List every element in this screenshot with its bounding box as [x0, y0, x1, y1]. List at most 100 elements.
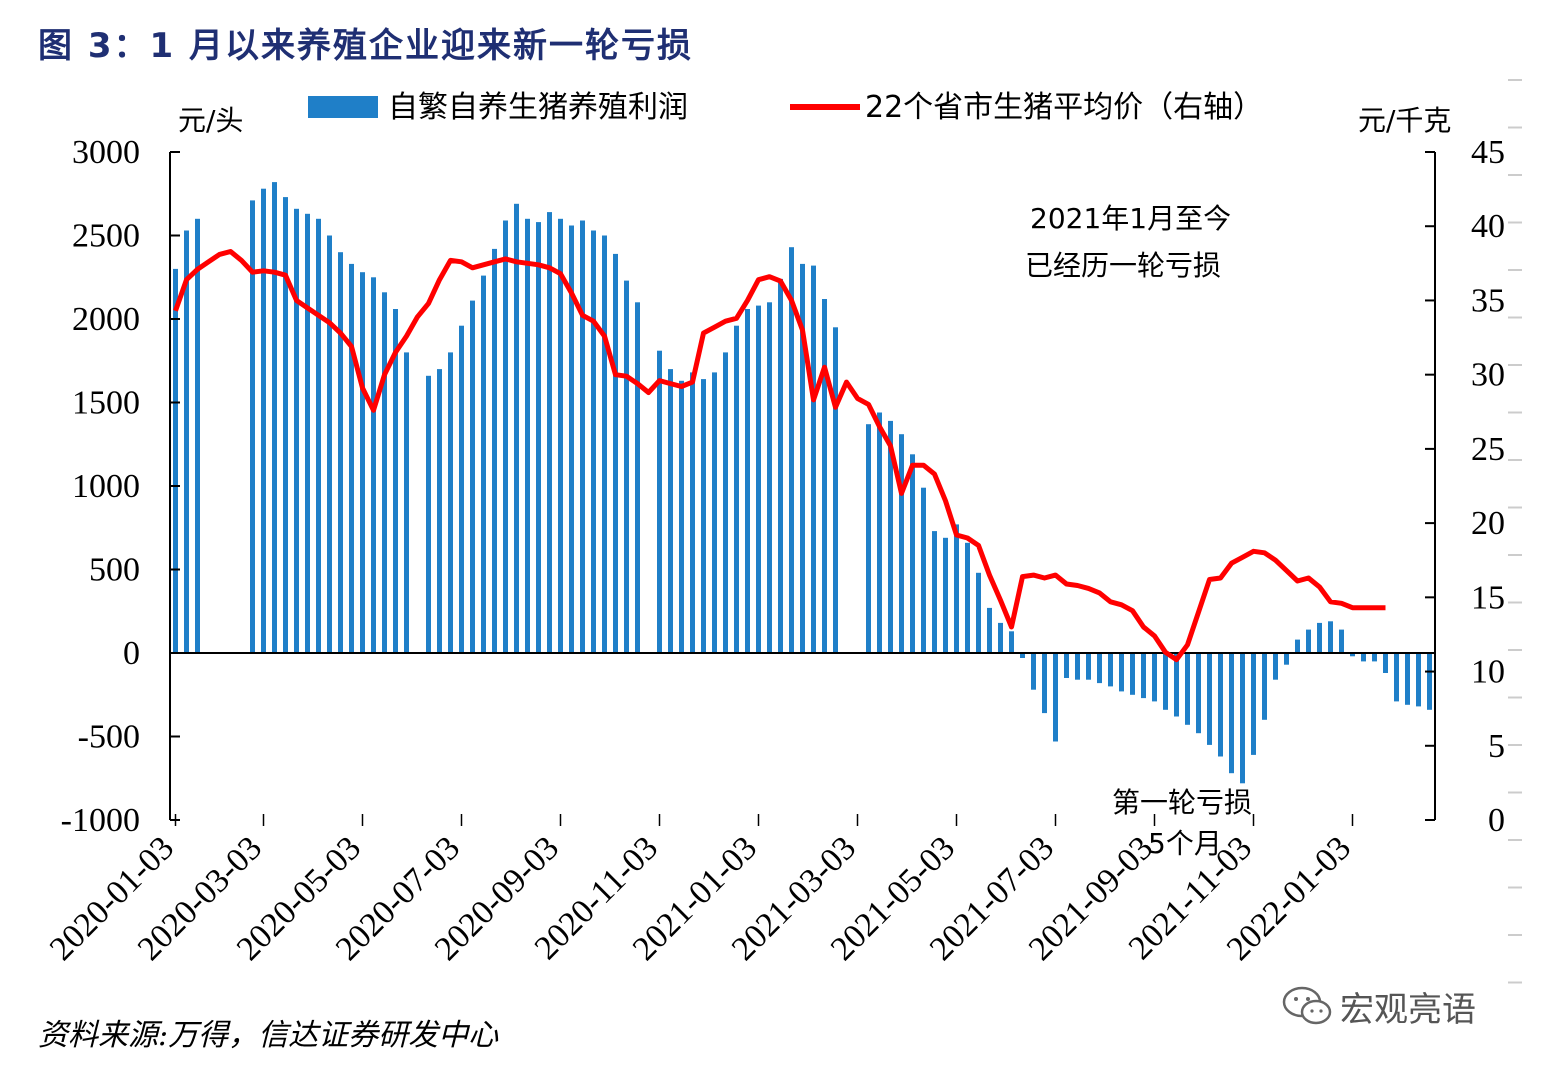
- left-tick-label: 2000: [72, 301, 140, 338]
- profit-bar: [569, 225, 574, 653]
- left-tick-label: 0: [123, 635, 140, 672]
- right-tick-label: 40: [1471, 208, 1505, 245]
- profit-bar: [1350, 653, 1355, 657]
- right-gridlines: [1508, 79, 1522, 984]
- profit-bar: [437, 369, 442, 653]
- profit-bar: [789, 247, 794, 653]
- profit-bar: [481, 275, 486, 653]
- profit-bar: [888, 420, 893, 653]
- profit-bar: [1383, 653, 1388, 673]
- profit-bar: [778, 278, 783, 653]
- profit-bar: [503, 220, 508, 653]
- profit-bar: [1361, 653, 1366, 662]
- profit-bar: [1218, 653, 1223, 757]
- profit-bar: [547, 212, 552, 653]
- profit-bar: [1174, 653, 1179, 717]
- right-tick-label: 25: [1471, 431, 1505, 468]
- figure-title: 图 3：1 月以来养殖企业迎来新一轮亏损: [38, 26, 693, 66]
- profit-bar: [1229, 653, 1234, 774]
- left-tick-label: 500: [89, 552, 140, 589]
- profit-bar: [1097, 653, 1102, 684]
- profit-bar: [877, 412, 882, 653]
- left-tick-label: -1000: [61, 802, 140, 839]
- profit-bar: [723, 352, 728, 653]
- profit-bar: [1251, 653, 1256, 755]
- profit-bar: [602, 235, 607, 653]
- profit-bar: [822, 299, 827, 653]
- profit-bar: [360, 272, 365, 653]
- profit-bar: [492, 248, 497, 653]
- profit-bar: [679, 380, 684, 653]
- profit-bar: [734, 325, 739, 653]
- line-series: [173, 249, 1386, 663]
- profit-bar: [1031, 653, 1036, 690]
- profit-bar: [514, 203, 519, 654]
- profit-bar: [624, 280, 629, 653]
- right-tick-label: 20: [1471, 505, 1505, 542]
- profit-bar: [1273, 653, 1278, 680]
- price-line: [173, 249, 1386, 663]
- profit-bar: [448, 352, 453, 653]
- profit-bar: [987, 607, 992, 653]
- profit-bar: [910, 454, 915, 653]
- profit-bar: [305, 213, 310, 654]
- profit-bar: [349, 263, 354, 653]
- bar-series: [173, 182, 1432, 784]
- right-axis-unit: 元/千克: [1358, 104, 1451, 137]
- right-tick-label: 45: [1471, 134, 1505, 171]
- profit-bar: [1339, 629, 1344, 653]
- profit-bar: [1119, 653, 1124, 692]
- profit-bar: [1317, 622, 1322, 653]
- profit-bar: [998, 622, 1003, 653]
- profit-bar: [1053, 653, 1058, 742]
- profit-bar: [1020, 653, 1025, 658]
- profit-bar: [1416, 653, 1421, 707]
- profit-bar: [811, 265, 816, 653]
- left-tick-label: 1500: [72, 385, 140, 422]
- profit-bar: [899, 434, 904, 653]
- profit-bar: [1207, 653, 1212, 745]
- left-tick-label: -500: [78, 719, 140, 756]
- profit-bar: [866, 424, 871, 653]
- profit-bar: [800, 263, 805, 653]
- profit-bar: [1306, 629, 1311, 653]
- right-tick-label: 15: [1471, 579, 1505, 616]
- profit-bar: [426, 375, 431, 653]
- profit-bar: [1240, 653, 1245, 784]
- profit-bar: [371, 277, 376, 654]
- axes: [169, 151, 1436, 826]
- profit-bar: [1394, 653, 1399, 702]
- profit-bar: [404, 352, 409, 653]
- profit-bar: [1372, 653, 1377, 662]
- profit-bar: [173, 268, 178, 653]
- right-tick-label: 30: [1471, 357, 1505, 394]
- profit-bar: [965, 542, 970, 653]
- profit-bar: [943, 537, 948, 653]
- profit-bar: [393, 309, 398, 653]
- profit-bar: [184, 230, 189, 653]
- watermark: 宏观亮语: [1280, 978, 1520, 1030]
- profit-bar: [1196, 653, 1201, 734]
- profit-bar: [1405, 653, 1410, 705]
- profit-bar: [470, 300, 475, 653]
- profit-bar: [382, 292, 387, 653]
- profit-bar: [1152, 653, 1157, 702]
- legend-bar-swatch: [308, 96, 378, 118]
- profit-bar: [283, 197, 288, 653]
- profit-bar: [1328, 621, 1333, 653]
- profit-bar: [613, 253, 618, 653]
- left-axis-unit: 元/头: [178, 104, 243, 137]
- source-note: 资料来源:万得，信达证券研发中心: [38, 1018, 499, 1053]
- profit-bar: [250, 200, 255, 653]
- watermark-text: 宏观亮语: [1340, 990, 1476, 1030]
- profit-bar: [1130, 653, 1135, 695]
- profit-bar: [976, 572, 981, 653]
- profit-bar: [1185, 653, 1190, 725]
- profit-bar: [1108, 653, 1113, 687]
- annotation-since-jan: 2021年1月至今: [1030, 202, 1231, 235]
- profit-bar: [536, 222, 541, 653]
- profit-bar: [316, 218, 321, 654]
- profit-bar: [657, 350, 662, 653]
- annotation-first-loss: 第一轮亏损: [1112, 786, 1252, 819]
